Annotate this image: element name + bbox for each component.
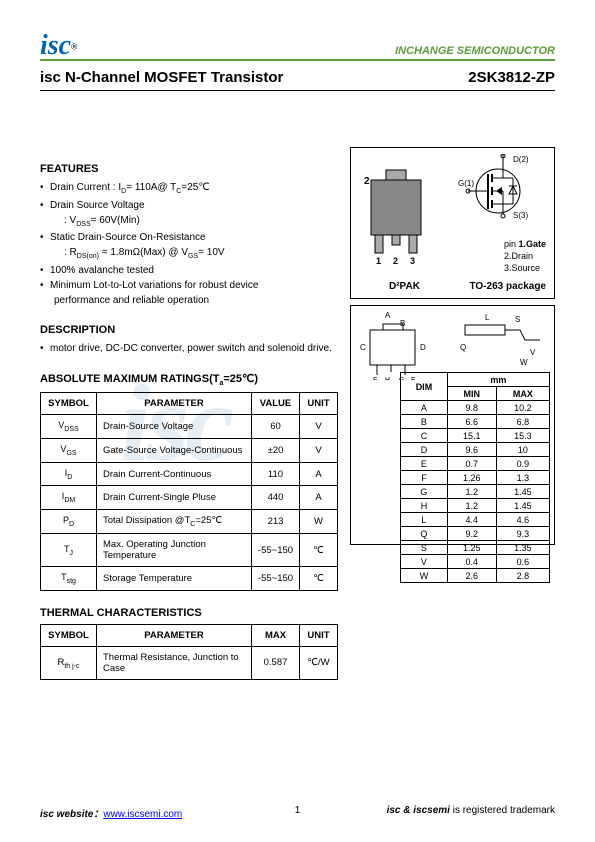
- pin-list: pin 1.Gate 2.Drain 3.Source: [504, 239, 546, 274]
- dim-row: H1.21.45: [401, 499, 550, 513]
- ratings-table: SYMBOL PARAMETER VALUE UNIT VDSSDrain-So…: [40, 392, 338, 591]
- col-max: MAX: [252, 624, 300, 646]
- ratings-heading: ABSOLUTE MAXIMUM RATINGS(Ta=25℃): [40, 372, 338, 387]
- col-max: MAX: [496, 387, 549, 401]
- right-column: 2 1 2 3 D(2): [350, 147, 555, 680]
- col-unit: UNIT: [300, 624, 338, 646]
- svg-text:2: 2: [393, 256, 398, 266]
- svg-text:C: C: [360, 343, 366, 352]
- table-row: TstgStorage Temperature-55~150℃: [41, 567, 338, 591]
- website: isc website：www.iscsemi.com: [40, 805, 182, 820]
- package-name: D²PAK: [389, 281, 420, 292]
- dim-row: G1.21.45: [401, 485, 550, 499]
- col-parameter: PARAMETER: [97, 624, 252, 646]
- reg-mark: ®: [71, 42, 77, 52]
- dim-row: A9.810.2: [401, 401, 550, 415]
- feature-item: 100% avalanche tested: [40, 263, 338, 278]
- logo-text: isc: [40, 30, 71, 61]
- svg-text:3: 3: [410, 256, 415, 266]
- company-name: INCHANGE SEMICONDUCTOR: [395, 45, 555, 57]
- svg-text:G(1): G(1): [458, 179, 474, 188]
- table-row: PDTotal Dissipation @TC=25℃213W: [41, 510, 338, 534]
- svg-text:A: A: [385, 311, 391, 320]
- svg-text:G: G: [399, 377, 404, 380]
- part-number: 2SK3812-ZP: [468, 69, 555, 86]
- dimensions-box: A B C D F H G E L S Q V: [350, 305, 555, 545]
- col-min: MIN: [447, 387, 496, 401]
- svg-text:H: H: [385, 377, 390, 380]
- dim-row: V0.40.6: [401, 555, 550, 569]
- table-row: Rth j-cThermal Resistance, Junction to C…: [41, 646, 338, 679]
- table-row: IDMDrain Current-Single Pluse440A: [41, 486, 338, 510]
- description-item: motor drive, DC-DC converter, power swit…: [40, 341, 338, 356]
- dim-row: C15.115.3: [401, 429, 550, 443]
- trademark-note: isc & iscsemi is registered trademark: [387, 805, 555, 820]
- page-number: 1: [295, 805, 301, 816]
- svg-text:S(3): S(3): [513, 211, 528, 220]
- svg-text:2: 2: [364, 176, 370, 187]
- svg-text:L: L: [485, 313, 490, 322]
- table-row: TJMax. Operating Junction Temperature-55…: [41, 534, 338, 567]
- dimension-drawing: A B C D F H G E L S Q V: [355, 310, 550, 380]
- dim-row: W2.62.8: [401, 569, 550, 583]
- mosfet-schematic: D(2) G(1) S(3): [458, 154, 548, 234]
- svg-text:Q: Q: [460, 343, 466, 352]
- feature-item: Static Drain-Source On-Resistance: RDS(o…: [40, 230, 338, 263]
- package-type: TO-263 package: [469, 281, 546, 292]
- svg-text:1: 1: [376, 256, 381, 266]
- col-symbol: SYMBOL: [41, 393, 97, 415]
- table-row: IDDrain Current-Continuous110A: [41, 462, 338, 486]
- thermal-table: SYMBOL PARAMETER MAX UNIT Rth j-cThermal…: [40, 624, 338, 680]
- col-parameter: PARAMETER: [97, 393, 252, 415]
- svg-text:W: W: [520, 358, 528, 367]
- description-heading: DESCRIPTION: [40, 324, 338, 336]
- features-list: Drain Current : ID= 110A@ TC=25℃ Drain S…: [40, 180, 338, 308]
- col-symbol: SYMBOL: [41, 624, 97, 646]
- table-row: VDSSDrain-Source Voltage60V: [41, 415, 338, 439]
- features-heading: FEATURES: [40, 163, 338, 175]
- description-list: motor drive, DC-DC converter, power swit…: [40, 341, 338, 356]
- svg-text:D(2): D(2): [513, 155, 529, 164]
- table-row: VGSGate-Source Voltage-Continuous±20V: [41, 438, 338, 462]
- dim-row: L4.44.6: [401, 513, 550, 527]
- package-drawing: 2 1 2 3: [361, 160, 441, 270]
- logo: isc®: [40, 35, 77, 57]
- feature-item: Drain Current : ID= 110A@ TC=25℃: [40, 180, 338, 198]
- svg-text:E: E: [411, 377, 416, 380]
- svg-text:D: D: [420, 343, 426, 352]
- page-title: isc N-Channel MOSFET Transistor: [40, 69, 283, 86]
- dim-row: S1.251.35: [401, 541, 550, 555]
- dim-row: E0.70.9: [401, 457, 550, 471]
- svg-text:V: V: [530, 348, 536, 357]
- svg-text:F: F: [373, 377, 377, 380]
- package-box: 2 1 2 3 D(2): [350, 147, 555, 299]
- dimensions-table: DIM mm MIN MAX A9.810.2 B6.66.8 C15.115.…: [400, 372, 550, 583]
- footer: isc website：www.iscsemi.com 1 isc & iscs…: [40, 805, 555, 820]
- col-unit: UNIT: [300, 393, 338, 415]
- feature-item: Drain Source Voltage: VDSS= 60V(Min): [40, 198, 338, 231]
- dim-row: Q9.29.3: [401, 527, 550, 541]
- feature-item: Minimum Lot-to-Lot variations for robust…: [40, 278, 338, 308]
- left-column: FEATURES Drain Current : ID= 110A@ TC=25…: [40, 147, 338, 680]
- header: isc® INCHANGE SEMICONDUCTOR: [40, 35, 555, 61]
- title-row: isc N-Channel MOSFET Transistor 2SK3812-…: [40, 69, 555, 91]
- dim-row: D9.610: [401, 443, 550, 457]
- website-link[interactable]: www.iscsemi.com: [103, 809, 182, 820]
- svg-text:S: S: [515, 315, 520, 324]
- dim-row: F1.261.3: [401, 471, 550, 485]
- dim-row: B6.66.8: [401, 415, 550, 429]
- col-value: VALUE: [252, 393, 300, 415]
- thermal-heading: THERMAL CHARACTERISTICS: [40, 607, 338, 619]
